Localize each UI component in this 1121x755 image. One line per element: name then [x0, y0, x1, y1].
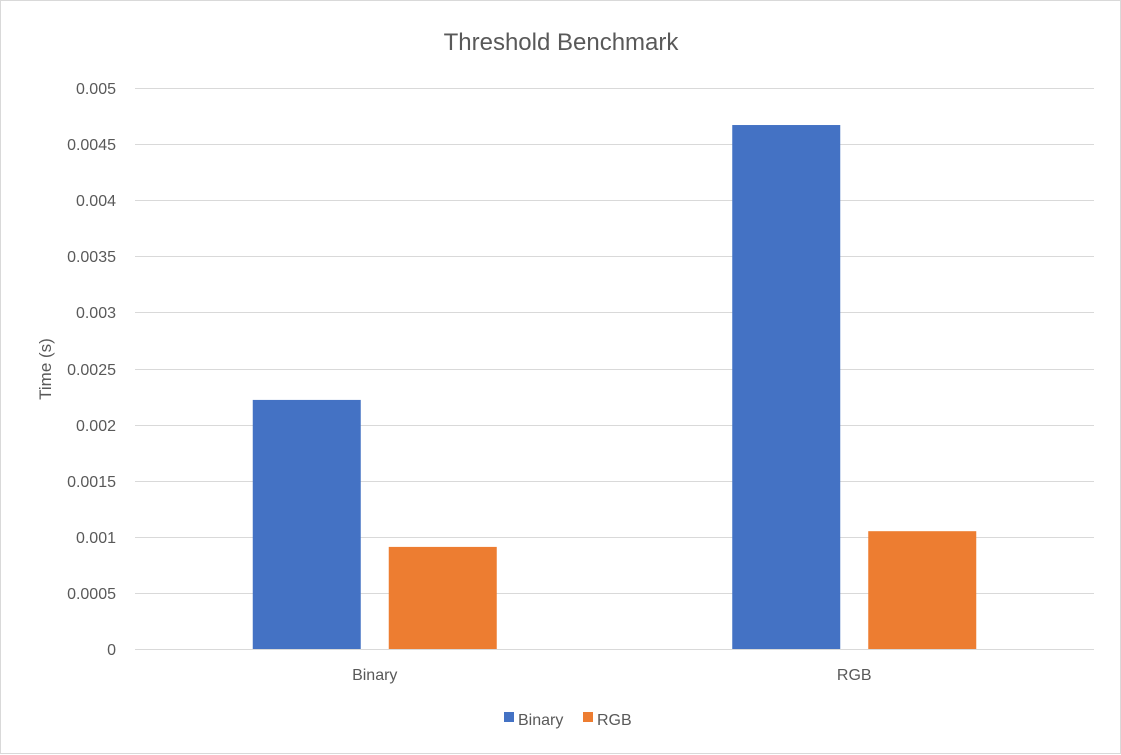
y-tick-label: 0.0045 — [67, 137, 116, 154]
chart-title: Threshold Benchmark — [444, 29, 680, 56]
legend-swatch-binary — [504, 712, 514, 722]
y-tick-label: 0.0035 — [67, 249, 116, 266]
bars — [252, 125, 977, 649]
legend-label-rgb: RGB — [597, 712, 632, 729]
y-tick-label: 0.003 — [76, 305, 116, 322]
y-tick-label: 0 — [107, 642, 116, 659]
y-tick-label: 0.0015 — [67, 474, 116, 491]
x-axis-ticks: Binary RGB — [352, 667, 872, 684]
legend-label-binary: Binary — [518, 712, 563, 729]
x-tick-label: RGB — [837, 667, 872, 684]
bar-rgb-binary — [388, 546, 497, 649]
y-tick-label: 0.004 — [76, 193, 116, 210]
bar-binary-rgb — [732, 125, 841, 649]
y-tick-label: 0.005 — [76, 81, 116, 98]
y-axis-title: Time (s) — [36, 338, 55, 400]
y-tick-label: 0.0025 — [67, 362, 116, 379]
y-tick-label: 0.002 — [76, 418, 116, 435]
bar-binary-binary — [252, 399, 361, 649]
y-tick-label: 0.001 — [76, 530, 116, 547]
bar-rgb-rgb — [868, 531, 977, 649]
y-tick-label: 0.0005 — [67, 586, 116, 603]
y-axis-ticks: 0 0.0005 0.001 0.0015 0.002 0.0025 0.003 0.0035… — [67, 81, 116, 659]
legend: Binary RGB — [504, 712, 632, 729]
legend-swatch-rgb — [583, 712, 593, 722]
x-tick-label: Binary — [352, 667, 397, 684]
